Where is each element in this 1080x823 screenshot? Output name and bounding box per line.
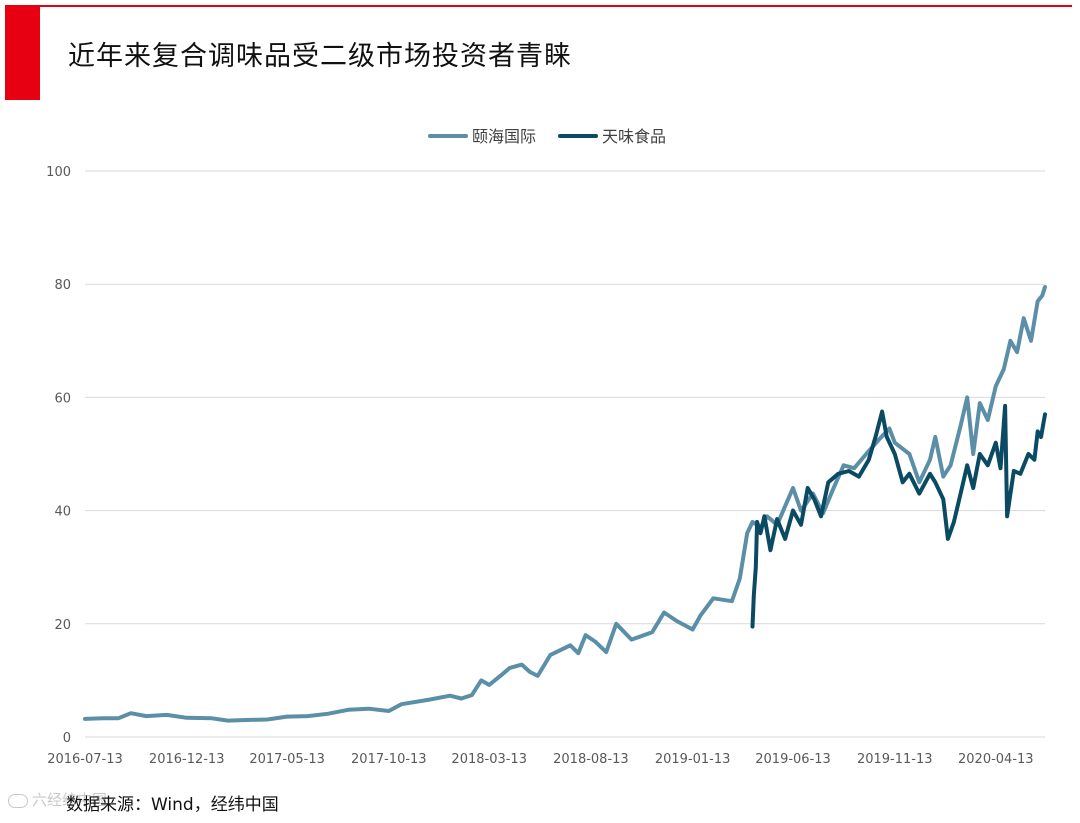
x-tick-label: 2018-08-13 <box>553 752 629 767</box>
y-tick-label: 60 <box>54 391 71 406</box>
header-rule <box>40 5 1072 7</box>
x-tick-label: 2020-04-13 <box>958 752 1034 767</box>
x-tick-label: 2019-06-13 <box>755 752 831 767</box>
legend-label-1: 颐海国际 <box>472 127 536 146</box>
page-title: 近年来复合调味品受二级市场投资者青睐 <box>68 41 572 72</box>
y-tick-label: 0 <box>63 731 71 746</box>
x-tick-label: 2019-11-13 <box>857 752 933 767</box>
header-accent-block <box>5 5 40 100</box>
x-tick-label: 2017-05-13 <box>249 752 325 767</box>
x-tick-label: 2016-12-13 <box>149 752 225 767</box>
y-tick-label: 80 <box>54 278 71 293</box>
x-tick-label: 2016-07-13 <box>47 752 123 767</box>
x-tick-label: 2018-03-13 <box>451 752 527 767</box>
watermark: 六经纬中国 <box>8 789 107 810</box>
x-tick-label: 2017-10-13 <box>351 752 427 767</box>
series-line-1 <box>83 285 1047 723</box>
source-note: 数据来源：Wind，经纬中国 <box>66 795 279 815</box>
y-tick-label: 20 <box>54 618 71 633</box>
legend-label-2: 天味食品 <box>602 127 666 146</box>
series-line-2 <box>750 403 1047 629</box>
watermark-logo-icon <box>8 793 28 808</box>
y-tick-label: 100 <box>46 165 71 180</box>
x-tick-label: 2019-01-13 <box>655 752 731 767</box>
watermark-text: 六经纬中国 <box>32 791 108 809</box>
y-tick-label: 40 <box>54 505 71 520</box>
